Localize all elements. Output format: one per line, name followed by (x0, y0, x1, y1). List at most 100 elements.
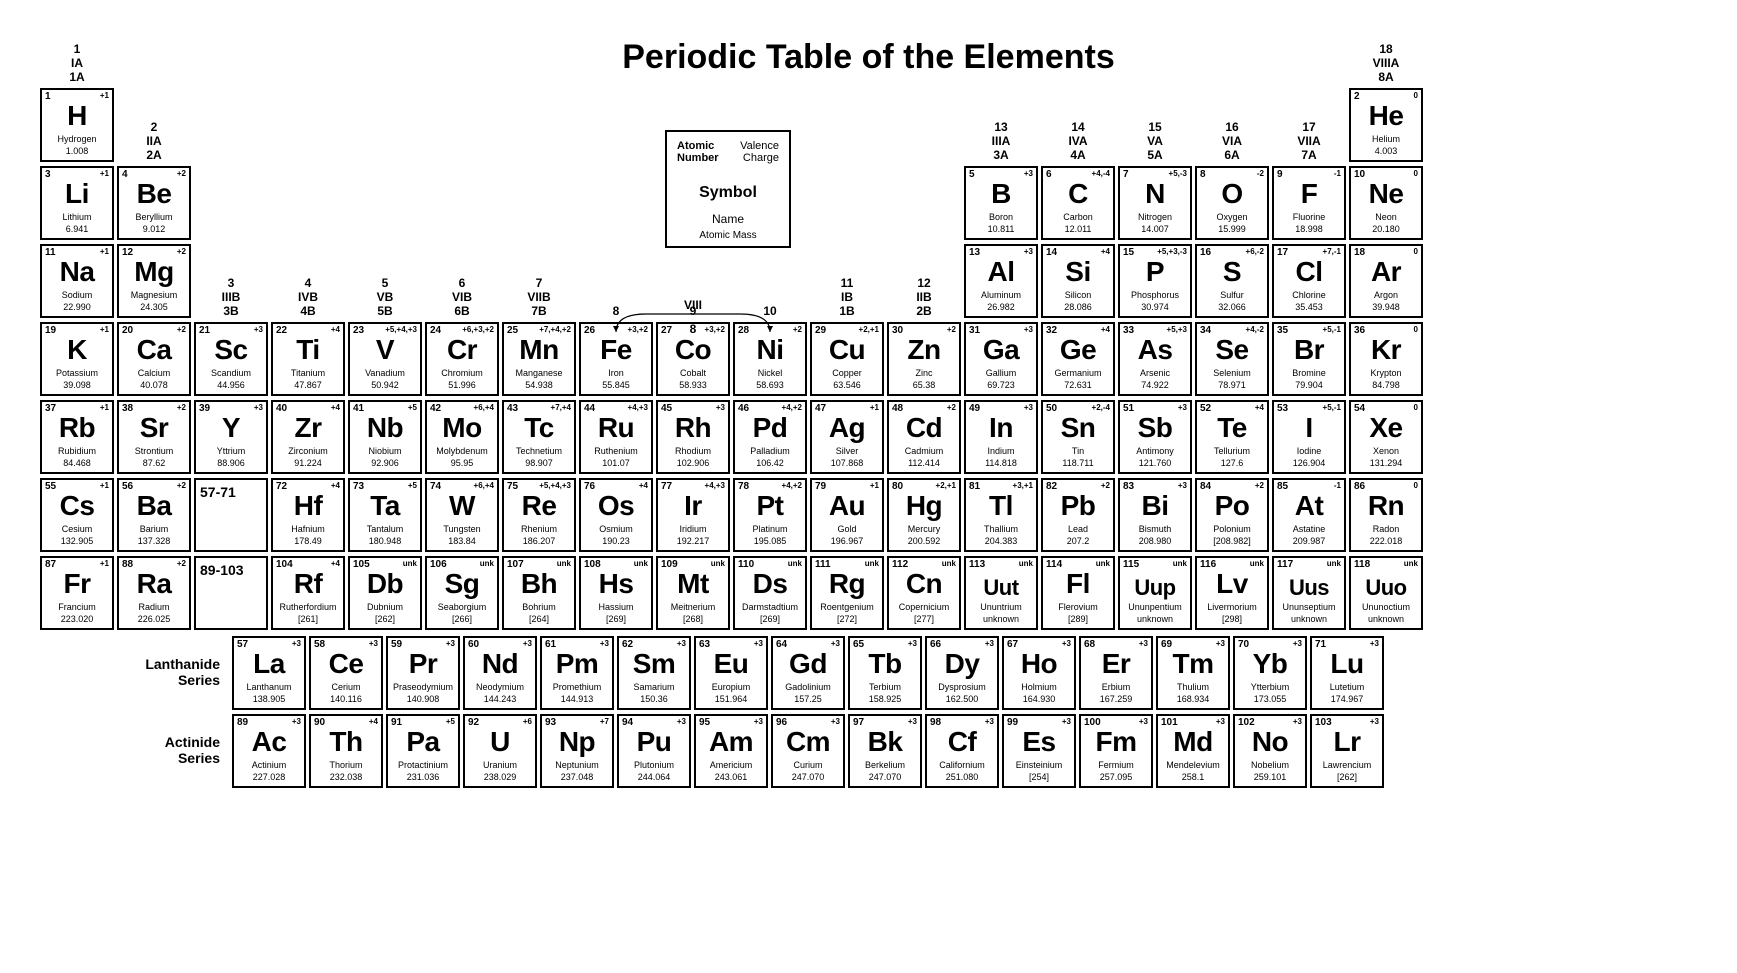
element-Er: 68+3ErErbium167.259 (1079, 636, 1153, 710)
element-symbol: K (42, 336, 112, 364)
atomic-number: 39 (199, 403, 210, 414)
atomic-mass: 101.07 (581, 458, 651, 468)
element-name: Silicon (1043, 290, 1113, 300)
valence-charge: +3 (292, 639, 301, 648)
element-Rh: 45+3RhRhodium102.906 (656, 400, 730, 474)
atomic-mass: 28.086 (1043, 302, 1113, 312)
element-symbol: Lu (1312, 650, 1382, 678)
element-Ge: 32+4GeGermanium72.631 (1041, 322, 1115, 396)
element-name: Radon (1351, 524, 1421, 534)
atomic-number: 88 (122, 559, 133, 570)
atomic-mass: 78.971 (1197, 380, 1267, 390)
valence-charge: +3 (254, 325, 263, 334)
atomic-number: 6 (1046, 169, 1052, 180)
atomic-mass: 208.980 (1120, 536, 1190, 546)
element-symbol: Sc (196, 336, 266, 364)
valence-charge: +1 (100, 169, 109, 178)
element-symbol: Li (42, 180, 112, 208)
valence-charge: +7,-1 (1323, 247, 1341, 256)
atomic-mass: 58.693 (735, 380, 805, 390)
element-symbol: Br (1274, 336, 1344, 364)
element-symbol: Na (42, 258, 112, 286)
element-name: Iridium (658, 524, 728, 534)
atomic-mass: 12.011 (1043, 224, 1113, 234)
legend-symbol: Symbol (667, 184, 789, 202)
atomic-mass: 127.6 (1197, 458, 1267, 468)
atomic-number: 31 (969, 325, 980, 336)
atomic-mass: unknown (1274, 614, 1344, 624)
element-Ds: 110unkDsDarmstadtium[269] (733, 556, 807, 630)
element-name: Zinc (889, 368, 959, 378)
atomic-mass: 112.414 (889, 458, 959, 468)
element-Rg: 111unkRgRoentgenium[272] (810, 556, 884, 630)
element-name: Zirconium (273, 446, 343, 456)
element-name: Cerium (311, 682, 381, 692)
element-Cu: 29+2,+1CuCopper63.546 (810, 322, 884, 396)
element-symbol: Tm (1158, 650, 1228, 678)
valence-charge: +4,+2 (782, 403, 802, 412)
element-name: Manganese (504, 368, 574, 378)
atomic-number: 87 (45, 559, 56, 570)
valence-charge: +4 (331, 559, 340, 568)
atomic-mass: 131.294 (1351, 458, 1421, 468)
element-name: Dubnium (350, 602, 420, 612)
valence-charge: unk (711, 559, 725, 568)
valence-charge: +3 (1178, 481, 1187, 490)
element-name: Americium (696, 760, 766, 770)
atomic-mass: 79.904 (1274, 380, 1344, 390)
atomic-mass: 107.868 (812, 458, 882, 468)
atomic-mass: 251.080 (927, 772, 997, 782)
atomic-mass: 95.95 (427, 458, 497, 468)
element-name: Chromium (427, 368, 497, 378)
element-name: Protactinium (388, 760, 458, 770)
valence-charge: +3 (600, 639, 609, 648)
atomic-mass: 209.987 (1274, 536, 1344, 546)
atomic-number: 24 (430, 325, 441, 336)
element-name: Copper (812, 368, 882, 378)
atomic-mass: 158.925 (850, 694, 920, 704)
atomic-mass: [254] (1004, 772, 1074, 782)
atomic-number: 60 (468, 639, 479, 650)
element-Y: 39+3YYttrium88.906 (194, 400, 268, 474)
element-Gd: 64+3GdGadolinium157.25 (771, 636, 845, 710)
element-symbol: I (1274, 414, 1344, 442)
atomic-number: 42 (430, 403, 441, 414)
atomic-number: 72 (276, 481, 287, 492)
atomic-mass: [277] (889, 614, 959, 624)
legend-valence-charge: ValenceCharge (740, 140, 779, 164)
element-name: Terbium (850, 682, 920, 692)
atomic-mass: 243.061 (696, 772, 766, 782)
element-symbol: Uup (1120, 574, 1190, 602)
valence-charge: +2 (1101, 481, 1110, 490)
valence-charge: +3 (254, 403, 263, 412)
element-name: Samarium (619, 682, 689, 692)
element-Rf: 104+4RfRutherfordium[261] (271, 556, 345, 630)
element-symbol: Rf (273, 570, 343, 598)
element-symbol: Th (311, 728, 381, 756)
element-symbol: Pa (388, 728, 458, 756)
element-name: Radium (119, 602, 189, 612)
element-symbol: Be (119, 180, 189, 208)
element-Se: 34+4,-2SeSelenium78.971 (1195, 322, 1269, 396)
element-symbol: Y (196, 414, 266, 442)
atomic-mass: [268] (658, 614, 728, 624)
lanthanide-label: LanthanideSeries (100, 656, 220, 688)
atomic-number: 19 (45, 325, 56, 336)
element-name: Scandium (196, 368, 266, 378)
element-Cs: 55+1CsCesium132.905 (40, 478, 114, 552)
atomic-mass: 35.453 (1274, 302, 1344, 312)
atomic-number: 46 (738, 403, 749, 414)
valence-charge: +5,+3,-3 (1157, 247, 1187, 256)
element-Nb: 41+5NbNiobium92.906 (348, 400, 422, 474)
atomic-number: 38 (122, 403, 133, 414)
element-name: Rhenium (504, 524, 574, 534)
valence-charge: +3 (985, 639, 994, 648)
group-header-15: 15VA5A (1118, 120, 1192, 162)
group-header-18: 18VIIIA8A (1349, 42, 1423, 84)
atomic-number: 18 (1354, 247, 1365, 258)
valence-charge: +2 (177, 559, 186, 568)
element-Sr: 38+2SrStrontium87.62 (117, 400, 191, 474)
atomic-mass: [266] (427, 614, 497, 624)
element-name: Nickel (735, 368, 805, 378)
element-symbol: Ge (1043, 336, 1113, 364)
